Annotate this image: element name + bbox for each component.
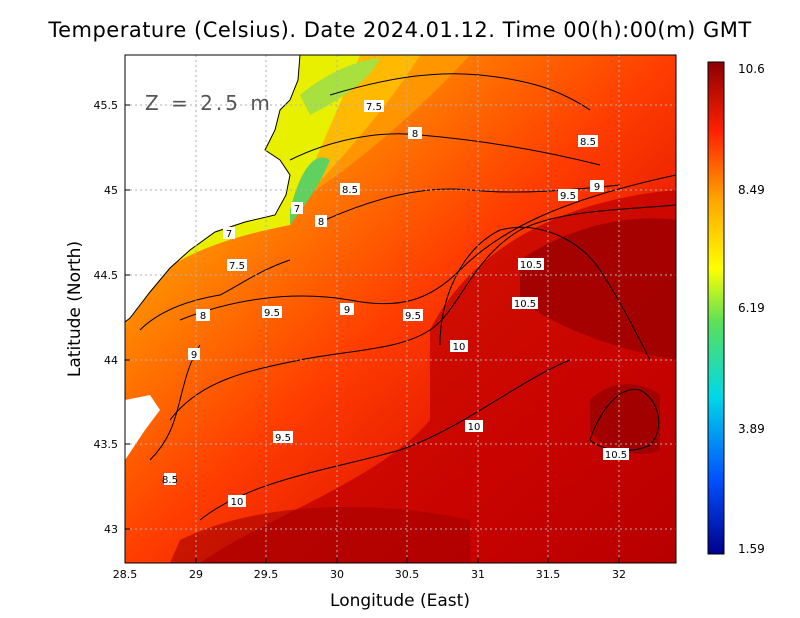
svg-text:9: 9 [344,305,350,316]
land-strip-south [125,395,160,460]
cold-patch-lime [300,58,380,115]
colorbar-label: 6.19 [738,301,765,315]
x-axis: 28.5 29 29.5 30 30.5 31 31.5 32 Longitud… [113,558,626,611]
contour-label: 10.5 [603,448,629,461]
contour-label: 7.5 [364,100,384,113]
gridlines [125,55,676,563]
x-tick-label: 30.5 [395,568,420,581]
y-tick-label: 44.5 [94,269,119,282]
contour-label: 9 [340,303,354,316]
y-tick-label: 45 [104,184,118,197]
svg-text:10.5: 10.5 [605,450,627,461]
svg-text:10: 10 [231,497,244,508]
svg-text:9.5: 9.5 [264,308,280,319]
svg-text:10.5: 10.5 [520,260,542,271]
svg-text:8: 8 [412,129,418,140]
map-area: 7.5 8 8.5 9 9.5 7 7 8 7.5 8 8.5 9 9.5 10… [125,55,676,563]
y-tick-label: 43 [104,523,118,536]
depth-label: Z = 2.5 m [145,91,273,115]
land-mass [125,55,301,323]
contour-label: 9 [590,180,604,193]
svg-text:8: 8 [318,217,324,228]
contour-label: 10 [450,340,468,353]
y-axis: 45.5 45 44.5 44 43.5 43 Latitude (North) [65,99,130,536]
colorbar-gradient [707,61,725,555]
x-tick-label: 31 [471,568,485,581]
colorbar-label: 1.59 [738,542,765,556]
contour-label: 9 [188,348,200,361]
x-tick-label: 29.5 [254,568,279,581]
colorbar-label: 10.6 [738,62,765,76]
contour-label: 8 [315,215,327,228]
contour-label: 10 [465,420,483,433]
contour-label: 9.5 [262,306,282,319]
map-title: Temperature (Celsius). Date 2024.01.12. … [48,18,752,42]
x-tick-label: 30 [330,568,344,581]
svg-text:8.5: 8.5 [342,185,358,196]
contour-label: 9.5 [558,189,578,202]
x-tick-label: 28.5 [113,568,138,581]
contour-label: 7 [291,202,303,215]
svg-text:7.5: 7.5 [229,261,245,272]
svg-text:9: 9 [594,182,600,193]
svg-text:8: 8 [200,311,206,322]
contour-label: 10.5 [518,258,544,271]
contour-label: 9.5 [403,309,423,322]
y-tick-label: 43.5 [94,438,119,451]
svg-text:9.5: 9.5 [405,311,421,322]
x-tick-label: 29 [189,568,203,581]
svg-text:10: 10 [453,342,466,353]
contour-label: 10.5 [512,297,538,310]
contour-label: 8.5 [340,183,360,196]
svg-text:10.5: 10.5 [514,299,536,310]
contour-label: 8.5 [578,135,598,148]
x-axis-title: Longitude (East) [330,591,470,611]
contour-label: 8 [408,127,422,140]
plot-frame [124,54,677,564]
svg-text:7: 7 [226,229,232,240]
svg-text:9.5: 9.5 [275,433,291,444]
y-tick-label: 45.5 [94,99,119,112]
y-tick-label: 44 [104,354,118,367]
colorbar-label: 3.89 [738,422,765,436]
contour-label: 8.5 [162,473,178,486]
contour-label: 7 [223,227,235,240]
contour-label: 10 [228,495,246,508]
contour-label: 7.5 [227,259,247,272]
warm-core-south [590,384,660,454]
warm-core-southwest [170,506,470,563]
svg-text:8.5: 8.5 [580,137,596,148]
contour-label: 8 [196,309,210,322]
svg-text:7: 7 [294,204,300,215]
y-axis-title: Latitude (North) [65,241,85,377]
svg-text:9: 9 [191,350,197,361]
svg-text:9.5: 9.5 [560,191,576,202]
warm-core-north [520,218,676,360]
contour-label: 9.5 [273,431,293,444]
x-tick-label: 32 [612,568,626,581]
svg-text:7.5: 7.5 [366,102,382,113]
contour-labels: 7.5 8 8.5 9 9.5 7 7 8 7.5 8 8.5 9 9.5 10… [162,100,629,508]
svg-text:8.5: 8.5 [162,475,178,486]
colorbar-label: 8.49 [738,183,765,197]
x-tick-label: 31.5 [536,568,561,581]
svg-text:10: 10 [468,422,481,433]
colorbar: 10.6 8.49 6.19 3.89 1.59 [707,61,765,556]
